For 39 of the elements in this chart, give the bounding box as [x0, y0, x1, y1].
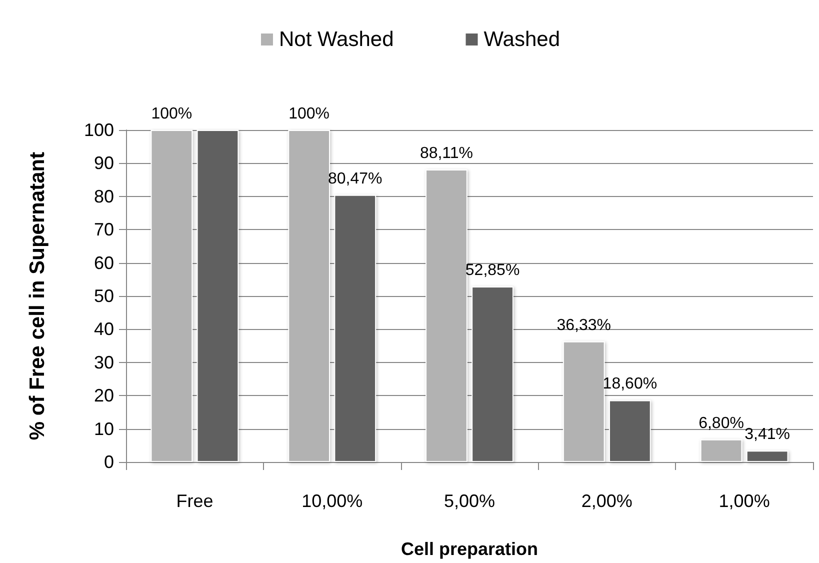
y-tick-label: 10 — [94, 418, 114, 439]
y-tick-label: 60 — [94, 252, 114, 273]
x-axis-title: Cell preparation — [400, 539, 538, 559]
y-tick-label: 20 — [94, 386, 114, 406]
legend-label: Not Washed — [278, 28, 394, 51]
x-tick-label: 5,00% — [444, 491, 496, 511]
y-tick-label: 0 — [104, 452, 114, 472]
bar — [288, 130, 330, 462]
y-tick-label: 30 — [94, 352, 114, 372]
data-label: 36,33% — [556, 316, 611, 334]
bar — [608, 400, 651, 462]
bar — [334, 194, 376, 462]
data-label: 88,11% — [420, 144, 474, 162]
y-tick-label: 50 — [94, 286, 114, 306]
y-tick-label: 40 — [94, 319, 114, 340]
y-tick-label: 90 — [94, 153, 114, 174]
bar — [196, 130, 239, 462]
y-tick-label: 70 — [94, 220, 114, 240]
legend-label: Washed — [484, 28, 560, 51]
data-label: 52,85% — [465, 262, 520, 280]
bar — [700, 439, 742, 462]
x-tick-label: Free — [176, 491, 214, 511]
data-label: 100% — [151, 106, 192, 122]
data-label: 3,41% — [744, 426, 790, 444]
bar — [426, 169, 468, 462]
bar — [150, 130, 193, 462]
data-label: 6,80% — [698, 414, 744, 432]
x-tick-label: 1,00% — [718, 491, 770, 511]
bar — [746, 450, 788, 462]
y-tick-label: 80 — [94, 186, 114, 206]
data-label: 80,47% — [328, 170, 382, 188]
data-label: 100% — [288, 106, 330, 122]
y-axis-title: % of Free cell in Supernatant — [26, 152, 49, 440]
bar — [562, 341, 605, 462]
x-tick-label: 2,00% — [581, 491, 632, 511]
data-label: 18,60% — [602, 376, 658, 393]
x-tick-label: 10,00% — [302, 491, 363, 511]
bar — [472, 286, 514, 462]
y-tick-label: 100 — [84, 120, 114, 140]
